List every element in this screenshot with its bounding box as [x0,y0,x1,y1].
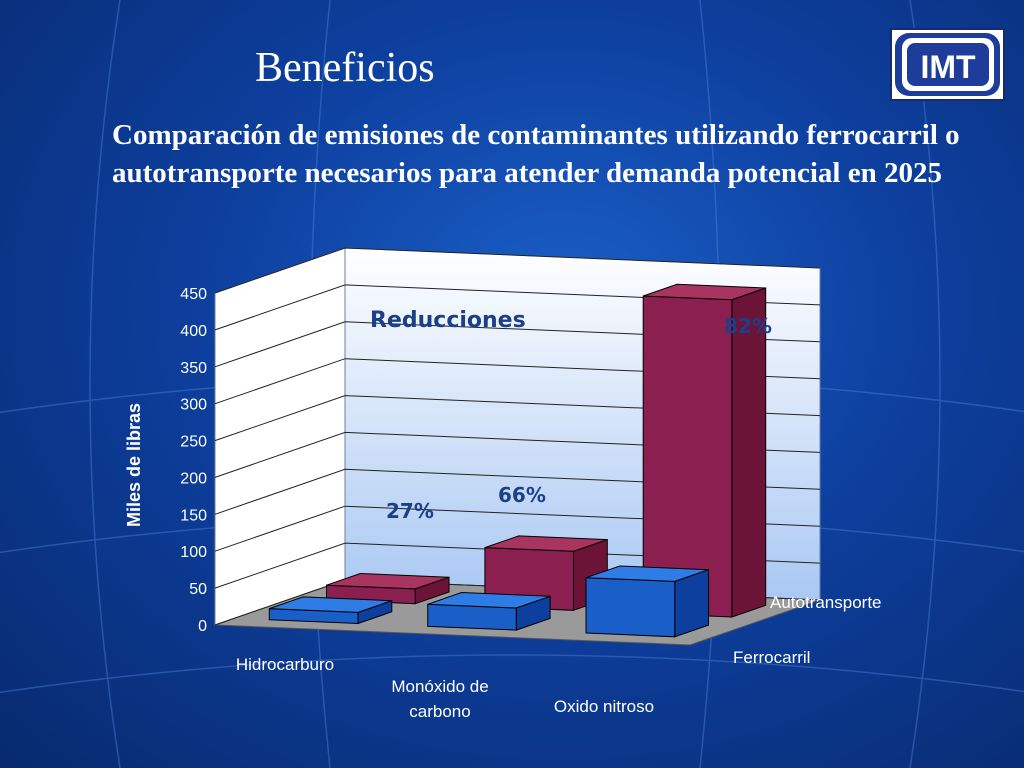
y-tick-label: 200 [180,470,207,487]
y-tick-label: 150 [180,507,207,524]
reduction-percent-label: 66% [498,483,546,507]
x-category-label: Monóxido de carbono [391,677,488,721]
y-tick-label: 100 [180,544,207,561]
series-label-ferrocarril: Ferrocarril [733,648,810,667]
y-tick-label: 250 [180,434,207,451]
bar-autotransporte-2 [642,283,767,618]
slide-title: Beneficios [255,45,435,91]
bar-ferrocarril-1 [427,591,551,631]
y-tick-label: 300 [180,397,207,414]
y-axis-title: Miles de libras [124,403,144,527]
y-tick-label: 0 [198,618,207,635]
imt-logo-icon: IMT [890,28,1005,101]
slide-subtitle: Comparación de emisiones de contaminante… [112,119,960,189]
reduction-percent-label: 82% [724,314,772,338]
series-label-autotransporte: Autotransporte [770,593,882,612]
gridline [214,247,821,294]
x-category-label: Oxido nitroso [554,697,654,716]
y-tick-label: 450 [180,286,207,303]
y-tick-label: 50 [189,581,207,598]
logo-text: IMT [920,49,976,85]
y-tick-label: 350 [180,360,207,377]
reducciones-label: Reducciones [370,308,526,333]
bar-ferrocarril-0 [268,596,393,625]
reduction-percent-label: 27% [386,499,434,523]
y-tick-label: 400 [180,323,207,340]
bar-ferrocarril-2 [585,565,709,638]
x-category-label: Hidrocarburo [236,655,334,674]
chart-side-wall [214,247,346,626]
